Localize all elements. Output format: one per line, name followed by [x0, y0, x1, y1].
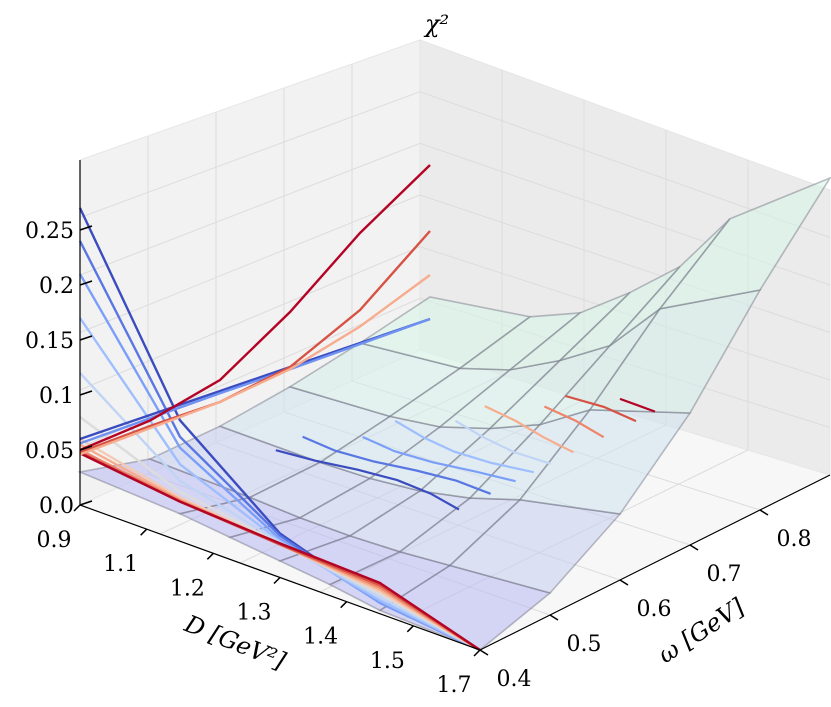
z-tick: [79, 390, 93, 396]
y-tick-label: 1.2: [170, 576, 205, 601]
y-tick-label: 1.7: [437, 673, 472, 698]
y-tick: [140, 528, 148, 536]
surface-patch: [658, 176, 831, 310]
z-tick-label: 0.25: [25, 219, 74, 244]
x-tick-label: 0.6: [637, 597, 672, 622]
gridline: [79, 142, 421, 276]
z-tick-label: 0.0: [39, 494, 74, 519]
y-tick: [206, 552, 214, 560]
z-tick: [79, 280, 93, 286]
floor-projection-line: [275, 449, 460, 511]
gridline: [419, 194, 831, 333]
tick-labels: 0.0 0.05 0.1 0.15 0.2 0.25 0.9 1.1 1.2 1.3 1.4 1.5 1…: [25, 219, 811, 698]
y-tick-label: 1.3: [237, 601, 272, 626]
x-tick: [479, 649, 489, 656]
axes: [73, 160, 831, 657]
left-projection-line: [79, 452, 481, 651]
gridline: [79, 194, 421, 333]
x-tick-label: 0.7: [707, 562, 742, 587]
z-tick-label: 0.2: [39, 274, 74, 299]
y-tick: [273, 576, 281, 585]
y-tick: [406, 625, 414, 633]
floor-projection-line: [302, 435, 491, 495]
x-tick: [689, 544, 699, 551]
z-tick: [79, 500, 93, 506]
y-tick: [340, 601, 348, 609]
y-tick-label: 0.9: [37, 528, 72, 553]
x-axis-line: [479, 474, 831, 651]
z-tick-label: 0.05: [25, 439, 74, 464]
x-tick-label: 0.4: [497, 667, 532, 692]
x-tick-label: 0.5: [567, 632, 602, 657]
x-tick: [619, 579, 629, 586]
z-tick: [79, 225, 93, 231]
floor-projection-line: [394, 419, 534, 474]
gridline: [79, 91, 421, 218]
y-tick-label: 1.1: [103, 552, 138, 577]
right-wall-projections: [79, 164, 431, 456]
gridline: [79, 246, 421, 391]
y-tick-label: 1.4: [303, 625, 338, 650]
z-tick-label: 0.1: [39, 384, 74, 409]
right-projection-line: [79, 164, 431, 452]
floor-projections: [275, 394, 656, 511]
z-tick: [79, 445, 93, 451]
floor-projection-line: [362, 435, 516, 483]
floor-projection-line: [565, 394, 637, 423]
y-tick: [73, 504, 81, 512]
z-tick-label: 0.15: [25, 329, 74, 354]
y-tick: [473, 649, 481, 657]
right-projection-line: [79, 317, 431, 445]
z-axis-label: χ²: [423, 10, 449, 38]
x-tick: [549, 614, 559, 621]
y-tick-label: 1.5: [370, 649, 405, 674]
floor-projection-line: [454, 419, 551, 465]
surface: [77, 176, 831, 651]
floor-projection-line: [619, 397, 656, 413]
right-projection-line: [79, 274, 431, 456]
x-tick: [759, 509, 769, 516]
y-axis-label: D [GeV²]: [180, 609, 290, 675]
left-projection-line: [78, 273, 481, 652]
z-tick: [79, 335, 93, 341]
x-tick-label: 0.8: [777, 527, 812, 552]
floor-projection-line: [543, 405, 605, 439]
floor-projection-line: [484, 405, 574, 454]
